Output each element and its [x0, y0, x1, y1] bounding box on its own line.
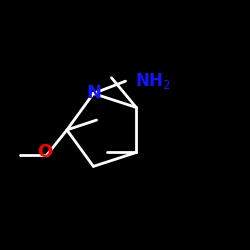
Text: NH$_2$: NH$_2$ [136, 71, 171, 91]
Text: N: N [86, 84, 101, 102]
Text: O: O [37, 143, 52, 161]
